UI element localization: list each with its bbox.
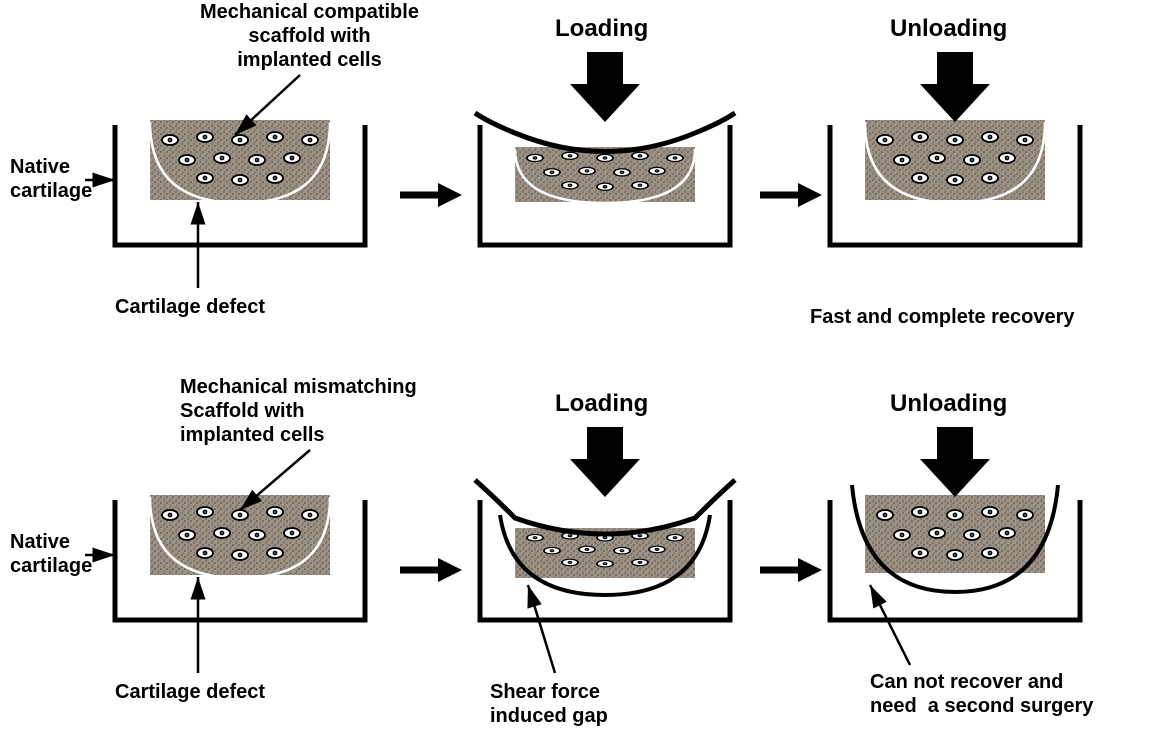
pointer-cannot-recover xyxy=(870,585,910,665)
panel-compatible-initial xyxy=(115,120,365,245)
diagram-svg xyxy=(0,0,1158,754)
unloading-arrow-2 xyxy=(920,427,990,497)
arrow-4-to-5 xyxy=(400,558,462,582)
arrow-2-to-3 xyxy=(760,183,822,207)
unloading-arrow-1 xyxy=(920,52,990,122)
panel-compatible-loading xyxy=(475,113,735,245)
panel-mismatch-initial xyxy=(115,495,365,620)
panel-mismatch-loading xyxy=(475,480,735,620)
arrow-5-to-6 xyxy=(760,558,822,582)
loading-arrow-1 xyxy=(570,52,640,122)
loading-arrow-2 xyxy=(570,427,640,497)
pointer-shear-gap xyxy=(528,585,555,673)
arrow-1-to-2 xyxy=(400,183,462,207)
panel-compatible-unloading xyxy=(830,120,1080,245)
panel-mismatch-unloading xyxy=(830,485,1080,620)
